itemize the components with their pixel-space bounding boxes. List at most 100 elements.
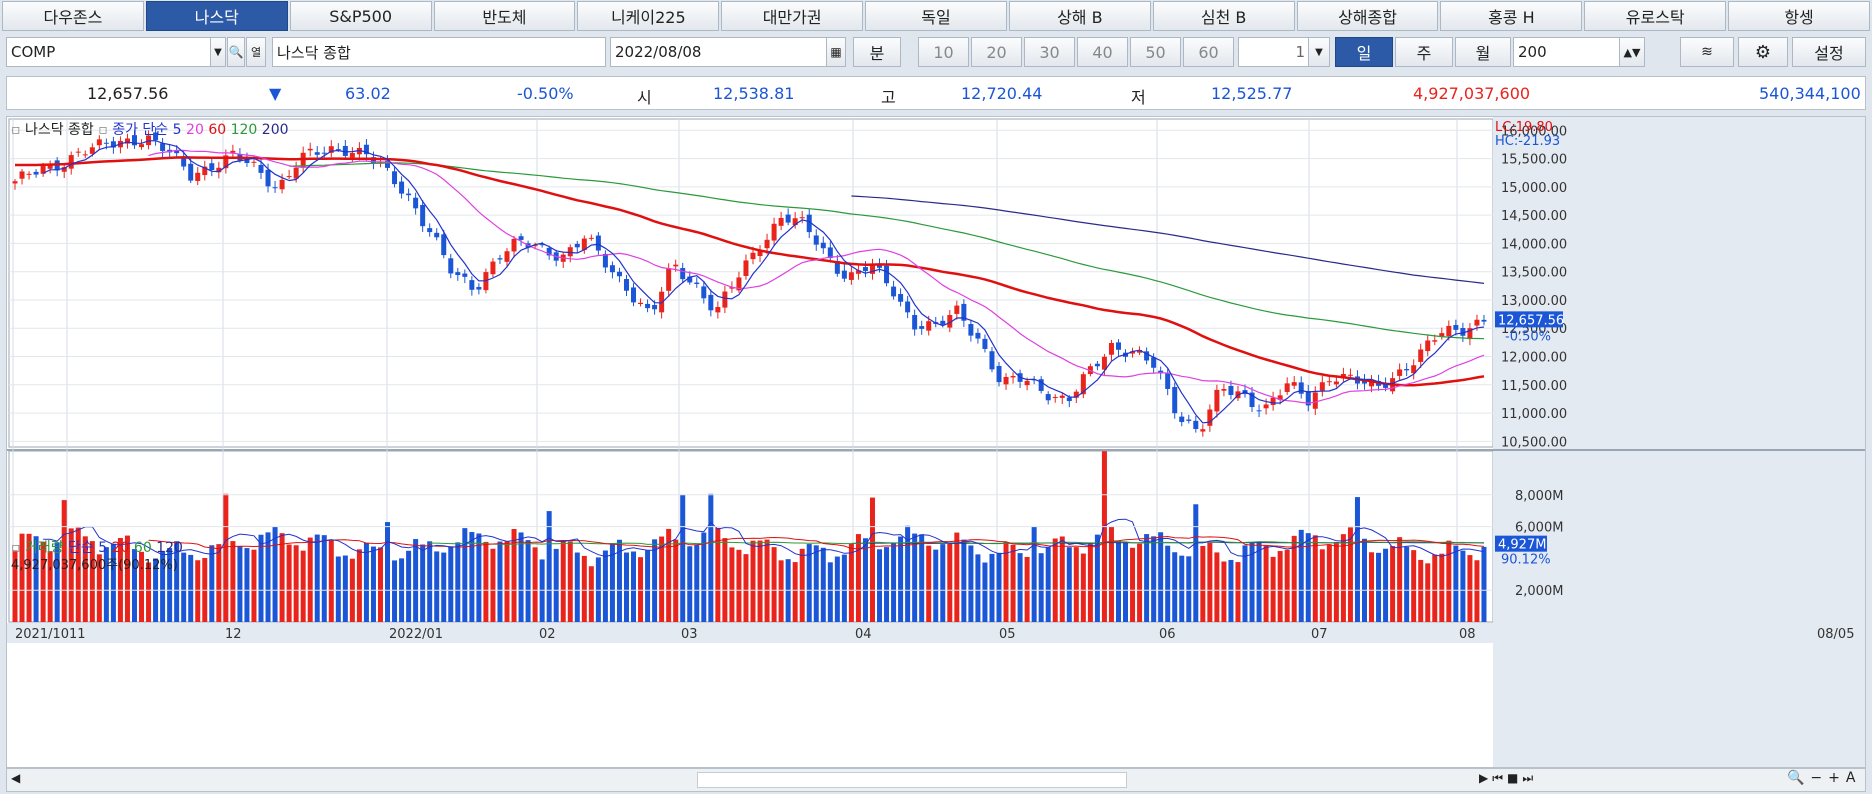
volume-bar [321,535,327,622]
symbol-input[interactable]: COMP [6,37,212,67]
tab-0[interactable]: 다우존스 [2,1,144,31]
interval-button-60[interactable]: 60 [1183,37,1234,67]
chart-svg[interactable]: 2021/10 11 12 2022/01 02 03 04 05 06 07 08 08/05 16,… [7,117,1865,767]
tab-10[interactable]: 홍콩 H [1440,1,1583,31]
volume-bar [855,534,861,622]
volume-info: 4,927,037,600주(90.12%) [11,558,178,573]
unit-input[interactable]: 1 [1238,37,1310,67]
interval-button-30[interactable]: 30 [1024,37,1075,67]
chart-area[interactable]: 2021/10 11 12 2022/01 02 03 04 05 06 07 08 08/05 16,… [6,116,1866,768]
candle-body [1137,349,1143,353]
tab-11[interactable]: 유로스탁 [1584,1,1727,31]
interval-button-10[interactable]: 10 [918,37,969,67]
candle-body [574,243,580,248]
volume-bar [1235,562,1241,622]
search-icon[interactable]: 🔍 [227,37,245,67]
candle-body [518,236,524,240]
symbol-dropdown-icon[interactable]: ▼ [210,37,226,67]
volume-bar [307,537,313,622]
month-button[interactable]: 월 [1455,37,1511,67]
count-input[interactable]: 200 [1513,37,1621,67]
volume-bar [1467,555,1473,622]
candle-body [1214,389,1220,412]
volume-bar [61,500,67,622]
volume-bar [483,541,489,622]
tab-12[interactable]: 항셍 [1728,1,1870,31]
volume-bar [834,556,840,622]
zoom-controls[interactable]: 🔍−+A [1787,770,1862,786]
chart-type-icon[interactable]: ≋ [1680,37,1734,67]
tab-6[interactable]: 독일 [865,1,1007,31]
volume-bar [1003,542,1009,622]
tab-3[interactable]: 반도체 [433,1,576,31]
volume-bar [89,541,95,622]
open-label: 시 [637,88,652,107]
candle-body [1094,363,1100,367]
volume-bar [623,552,629,622]
y-tick-label: 15,500.00 [1501,153,1567,168]
volume-bar [518,532,524,622]
tab-5[interactable]: 대만가권 [721,1,864,31]
candle-body [328,146,334,153]
tab-7[interactable]: 상해 B [1008,1,1151,31]
volume-bar [1411,550,1417,622]
date-input[interactable]: 2022/08/08 [610,37,828,67]
candle-body [251,161,257,163]
interval-button-40[interactable]: 40 [1077,37,1128,67]
volume-bar [258,534,264,622]
candle-body [623,279,629,291]
current-price: 12,657.56 [87,84,169,103]
unit-dropdown-icon[interactable]: ▼ [1308,37,1330,67]
candle-body [715,306,721,313]
tab-2[interactable]: S&P500 [289,1,432,31]
tab-9[interactable]: 상해종합 [1296,1,1439,31]
calendar-icon[interactable]: ▦ [826,37,846,67]
scroll-left-icon[interactable]: ◀ [11,771,21,785]
volume-bar [300,550,306,622]
volume-bar [1333,542,1339,622]
tab-1[interactable]: 나스닥 [145,1,288,31]
candle-body [813,235,819,245]
candle-body [75,151,81,153]
tab-4[interactable]: 니케이225 [577,1,720,31]
volume-bar [1144,534,1150,622]
candle-body [244,158,250,163]
chart-scrollbar[interactable]: ◀ ▶⏮■⏭ 🔍−+A [6,768,1866,792]
volume-bar [1024,556,1030,622]
candle-body [905,301,911,313]
interval-button-50[interactable]: 50 [1130,37,1181,67]
volume-bar [673,539,679,622]
volume-bar [869,497,875,622]
ma200-line [851,195,1485,284]
volume-bar [342,555,348,622]
volume-bar [1298,529,1304,622]
interval-button-20[interactable]: 20 [971,37,1022,67]
week-button[interactable]: 주 [1395,37,1453,67]
volume-bar [532,547,538,622]
candle-body [1066,397,1072,402]
candle-body [160,143,166,151]
last-vol-tag [1495,535,1547,552]
tab-8[interactable]: 심천 B [1152,1,1295,31]
candle-body [293,167,299,179]
last-pct-text: -0.50% [1505,329,1551,344]
volume-bar [96,554,102,622]
yeol-button[interactable]: 열 [246,37,266,67]
volume-bar [1094,534,1100,622]
vol-ma5-line [43,518,1485,558]
price-panel-frame [8,118,1494,448]
volume-bar [743,554,749,622]
playback-controls[interactable]: ▶⏮■⏭ [1479,771,1538,785]
volume-bar [1425,563,1431,622]
day-button[interactable]: 일 [1335,37,1393,67]
settings-button[interactable]: 설정 [1792,37,1866,67]
minute-button[interactable]: 분 [853,37,901,67]
count-spinner-icon[interactable]: ▲▼ [1619,37,1645,67]
down-arrow-icon: ▼ [269,84,282,103]
candle-body [504,251,510,262]
candle-body [891,286,897,297]
volume-bar [912,533,918,622]
candle-body [392,171,398,185]
gear-icon[interactable]: ⚙ [1738,37,1788,67]
scroll-thumb[interactable] [697,772,1127,788]
